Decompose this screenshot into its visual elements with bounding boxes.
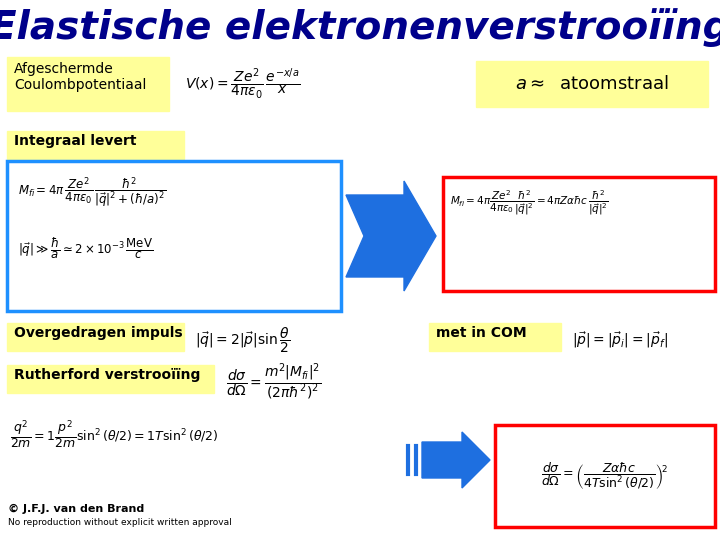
Text: $|\vec{p}| = |\vec{p}_i| = |\vec{p}_f|$: $|\vec{p}| = |\vec{p}_i| = |\vec{p}_f|$	[572, 330, 668, 350]
FancyBboxPatch shape	[495, 425, 715, 527]
Text: $\dfrac{d\sigma}{d\Omega} = \dfrac{m^2|M_{fi}|^2}{(2\pi\hbar^2)^2}$: $\dfrac{d\sigma}{d\Omega} = \dfrac{m^2|M…	[226, 362, 322, 402]
Text: $|\vec{q}| = 2|\vec{p}|\sin\dfrac{\theta}{2}$: $|\vec{q}| = 2|\vec{p}|\sin\dfrac{\theta…	[195, 325, 290, 355]
Text: $\dfrac{q^2}{2m} = 1\dfrac{p^2}{2m}\sin^2(\theta/2) = 1T\sin^2(\theta/2)$: $\dfrac{q^2}{2m} = 1\dfrac{p^2}{2m}\sin^…	[10, 418, 218, 450]
Text: $\dfrac{d\sigma}{d\Omega}=\left(\dfrac{Z\alpha\hbar c}{4T\sin^2(\theta/2)}\right: $\dfrac{d\sigma}{d\Omega}=\left(\dfrac{Z…	[541, 461, 669, 491]
FancyBboxPatch shape	[7, 57, 169, 111]
FancyBboxPatch shape	[7, 365, 214, 393]
FancyBboxPatch shape	[443, 177, 715, 291]
Text: Integraal levert: Integraal levert	[14, 134, 137, 148]
Text: Overgedragen impuls: Overgedragen impuls	[14, 326, 183, 340]
Text: $V(x) = \dfrac{Ze^2}{4\pi\epsilon_0}\,\dfrac{e^{-x/a}}{x}$: $V(x) = \dfrac{Ze^2}{4\pi\epsilon_0}\,\d…	[185, 66, 300, 102]
Text: © J.F.J. van den Brand: © J.F.J. van den Brand	[8, 504, 144, 514]
Text: Afgeschermde
Coulombpotentiaal: Afgeschermde Coulombpotentiaal	[14, 62, 146, 92]
FancyBboxPatch shape	[7, 323, 184, 351]
Text: Elastische elektronenverstrooïïng: Elastische elektronenverstrooïïng	[0, 8, 720, 47]
Text: $|\vec{q}| \gg \dfrac{\hbar}{a} \simeq 2\times10^{-3}\,\dfrac{\mathrm{MeV}}{c}$: $|\vec{q}| \gg \dfrac{\hbar}{a} \simeq 2…	[18, 236, 153, 261]
Text: $M_{fi} = 4\pi\,\dfrac{Ze^2}{4\pi\epsilon_0}\,\dfrac{\hbar^2}{|\vec{q}|^2+(\hbar: $M_{fi} = 4\pi\,\dfrac{Ze^2}{4\pi\epsilo…	[18, 176, 166, 211]
Text: met in COM: met in COM	[436, 326, 526, 340]
FancyBboxPatch shape	[7, 131, 184, 159]
Text: $a \approx$  atoomstraal: $a \approx$ atoomstraal	[516, 75, 669, 93]
FancyBboxPatch shape	[476, 61, 708, 107]
Text: No reproduction without explicit written approval: No reproduction without explicit written…	[8, 518, 232, 527]
FancyBboxPatch shape	[7, 161, 341, 311]
Text: $M_{fi}=4\pi\dfrac{Ze^2}{4\pi\epsilon_0}\dfrac{\hbar^2}{|\vec{q}|^2}=4\pi Z\alph: $M_{fi}=4\pi\dfrac{Ze^2}{4\pi\epsilon_0}…	[450, 188, 608, 217]
Text: Rutherford verstrooïïng: Rutherford verstrooïïng	[14, 368, 200, 382]
FancyBboxPatch shape	[429, 323, 561, 351]
Polygon shape	[422, 432, 490, 488]
Polygon shape	[346, 181, 436, 291]
